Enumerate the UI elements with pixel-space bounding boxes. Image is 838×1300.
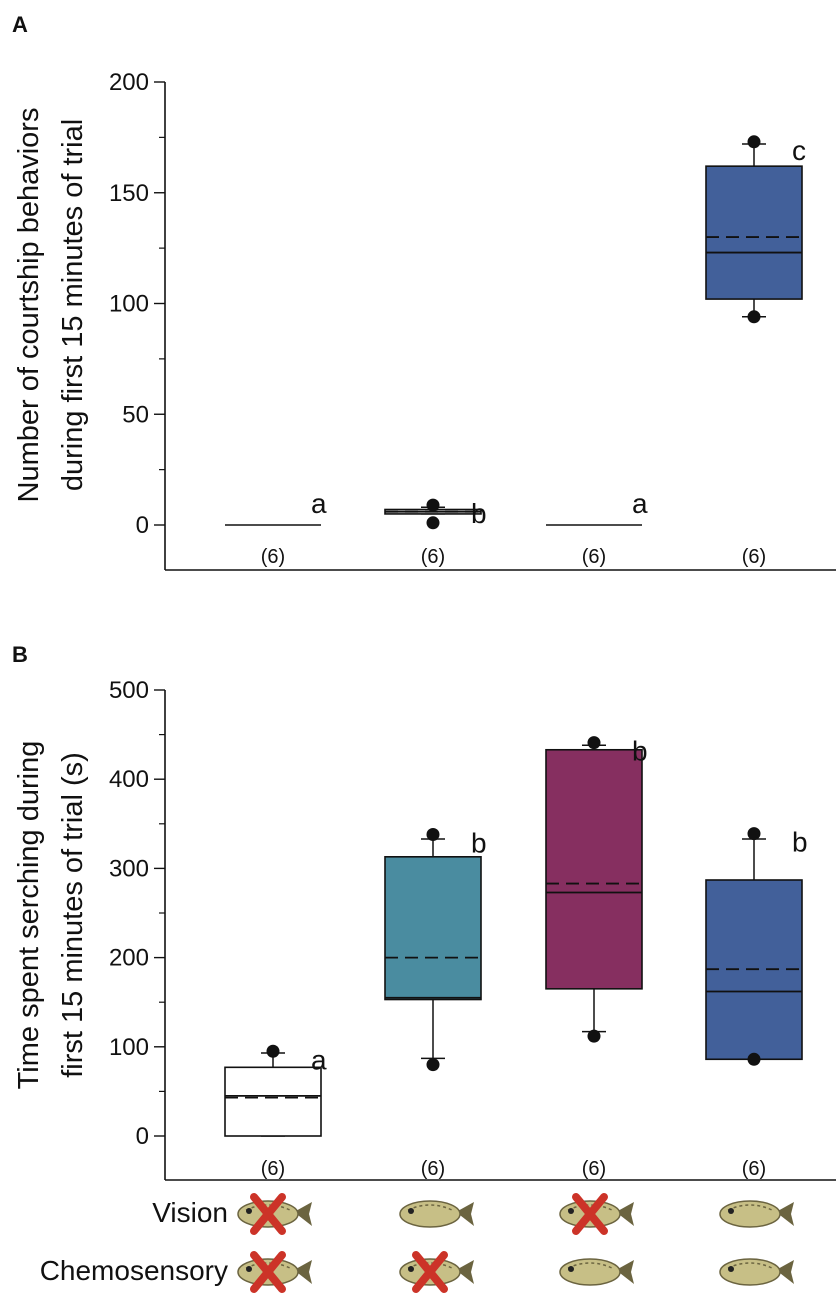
fish-tail	[616, 1202, 634, 1226]
outlier-point	[747, 1052, 761, 1066]
fish-eye	[568, 1266, 574, 1272]
fish-body	[399, 1200, 461, 1228]
chemosensory-fish-icon-3	[559, 1258, 634, 1286]
panel-b-ylabel-line2: first 15 minutes of trial (s)	[57, 752, 89, 1078]
fish-body	[719, 1200, 781, 1228]
outlier-point	[426, 1058, 440, 1072]
vision-fish-icon-4	[719, 1200, 794, 1228]
panel-b-letter: B	[12, 642, 28, 667]
sample-size-label: (6)	[421, 1158, 445, 1180]
panel-a-ylabel-line2: during first 15 minutes of trial	[57, 119, 89, 491]
fish-tail	[776, 1260, 794, 1284]
vision-fish-icon-2	[399, 1200, 474, 1228]
panel-b-box-group-4: b (6)	[705, 827, 808, 1180]
outlier-point	[426, 498, 440, 512]
iqr-box	[224, 1066, 322, 1137]
panel-b-plot: 0 100 200 300 400 500 a (6) b (6) b (6) b (6)	[109, 677, 836, 1181]
panel-a-ytick-label: 0	[136, 512, 149, 539]
chemosensory-fish-icon-1	[237, 1251, 312, 1293]
outlier-point	[426, 828, 440, 842]
panel-a-ytick-label: 150	[109, 180, 149, 207]
significance-letter: b	[471, 828, 487, 859]
panel-b-ylabel-line1: Time spent serching during	[13, 741, 45, 1090]
fish-tail	[294, 1260, 312, 1284]
iqr-box	[545, 748, 643, 990]
outlier-point	[587, 1029, 601, 1043]
outlier-point	[266, 1044, 280, 1058]
sample-size-label: (6)	[421, 546, 445, 568]
cross-mark-stroke-2	[250, 1251, 286, 1293]
sample-size-label: (6)	[582, 546, 606, 568]
fish-tail	[616, 1260, 634, 1284]
sample-size-label: (6)	[261, 1158, 285, 1180]
fish-body	[559, 1258, 621, 1286]
fish-body	[719, 1258, 781, 1286]
panel-a-box-group-3: a (6)	[546, 488, 648, 568]
significance-letter: a	[632, 488, 648, 519]
panel-a-box-group-1: a (6)	[225, 488, 327, 568]
significance-letter: a	[311, 1044, 327, 1075]
fish-eye	[246, 1208, 252, 1214]
chemosensory-fish-icon-2	[399, 1251, 474, 1293]
sample-size-label: (6)	[742, 546, 766, 568]
iqr-box	[384, 856, 482, 1001]
sample-size-label: (6)	[582, 1158, 606, 1180]
vision-fish-icon-1	[237, 1193, 312, 1235]
sample-size-label: (6)	[742, 1158, 766, 1180]
panel-a-ytick-label: 50	[122, 401, 149, 428]
outlier-point	[747, 135, 761, 149]
panel-a-box-group-2: b (6)	[384, 498, 487, 568]
outlier-point	[426, 516, 440, 530]
cross-mark-stroke-2	[572, 1193, 608, 1235]
fish-tail	[294, 1202, 312, 1226]
outlier-point	[747, 827, 761, 841]
outlier-point	[747, 310, 761, 324]
significance-letter: c	[792, 135, 806, 166]
cross-mark-stroke-2	[412, 1251, 448, 1293]
panel-b-box-group-3: b (6)	[545, 736, 648, 1180]
fish-tail	[456, 1202, 474, 1226]
vision-fish-icon-3	[559, 1193, 634, 1235]
chemosensory-row-label: Chemosensory	[40, 1255, 228, 1286]
condition-icons	[237, 1193, 794, 1293]
fish-eye	[408, 1266, 414, 1272]
fish-eye	[246, 1266, 252, 1272]
fish-tail	[456, 1260, 474, 1284]
panel-b-ytick-label: 400	[109, 766, 149, 793]
panel-b-ytick-label: 500	[109, 677, 149, 704]
chemosensory-fish-icon-4	[719, 1258, 794, 1286]
vision-row-label: Vision	[152, 1197, 228, 1228]
panel-b-ytick-label: 200	[109, 945, 149, 972]
panel-b-ytick-label: 0	[136, 1123, 149, 1150]
outlier-point	[587, 736, 601, 750]
significance-letter: b	[632, 736, 648, 767]
fish-eye	[728, 1266, 734, 1272]
panel-b-box-group-1: a (6)	[224, 1044, 327, 1180]
fish-eye	[568, 1208, 574, 1214]
panel-a-ytick-label: 200	[109, 69, 149, 96]
panel-a-ylabel-line1: Number of courtship behaviors	[13, 108, 45, 503]
panel-a-plot: 0 50 100 150 200 a (6) b (6) a (6) c (6)	[109, 69, 836, 571]
panel-a-ytick-label: 100	[109, 291, 149, 318]
panel-a-letter: A	[12, 12, 28, 37]
cross-mark-stroke-2	[250, 1193, 286, 1235]
significance-letter: b	[471, 498, 487, 529]
panel-a-box-group-4: c (6)	[705, 135, 806, 568]
panel-b-box-group-2: b (6)	[384, 828, 487, 1180]
significance-letter: a	[311, 488, 327, 519]
panel-b-ytick-label: 300	[109, 855, 149, 882]
fish-eye	[408, 1208, 414, 1214]
fish-eye	[728, 1208, 734, 1214]
iqr-box	[705, 165, 803, 300]
significance-letter: b	[792, 827, 808, 858]
fish-tail	[776, 1202, 794, 1226]
sample-size-label: (6)	[261, 546, 285, 568]
panel-b-ytick-label: 100	[109, 1034, 149, 1061]
